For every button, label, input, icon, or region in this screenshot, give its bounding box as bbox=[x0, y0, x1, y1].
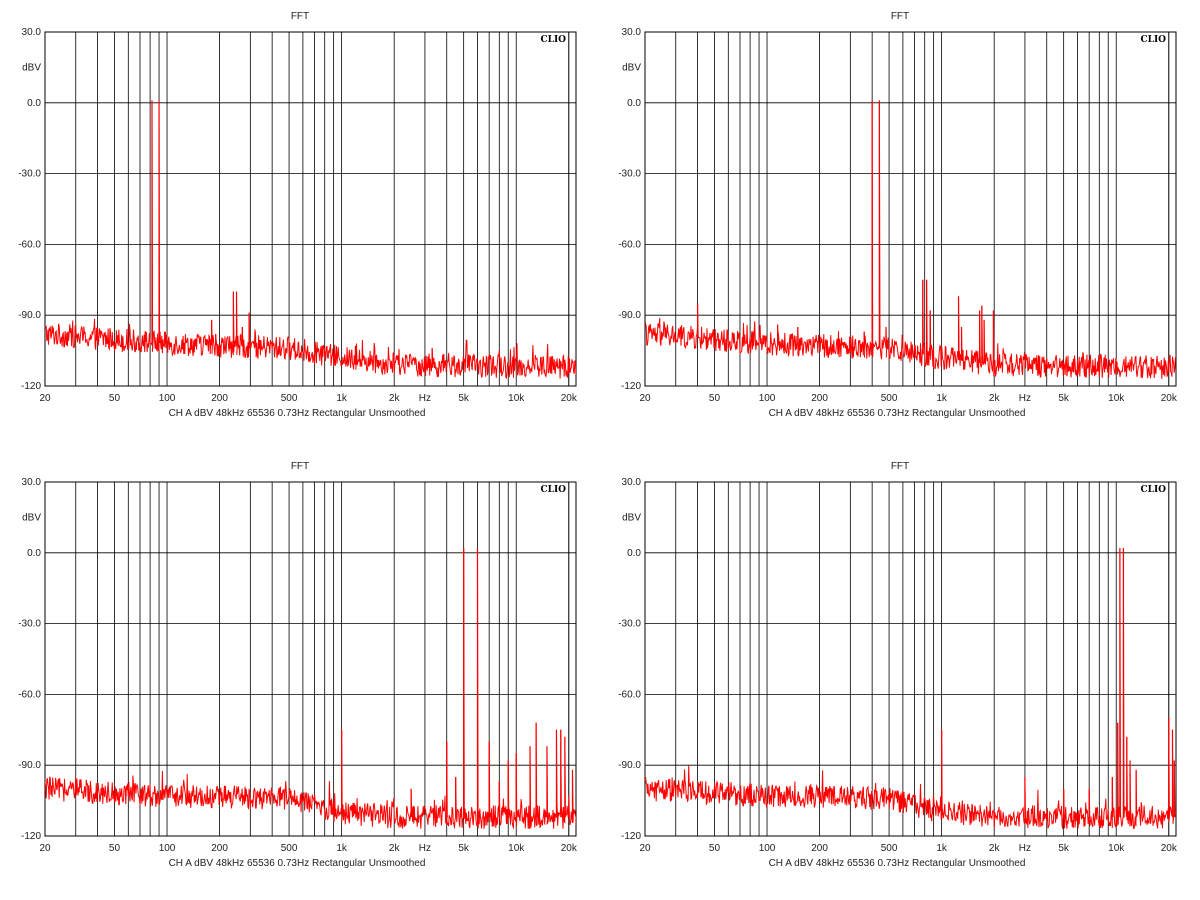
fft-trace bbox=[45, 548, 576, 830]
plot-frame bbox=[44, 481, 577, 837]
clio-logo: CLIO bbox=[1140, 485, 1166, 495]
x-tick-label: 2k bbox=[389, 393, 401, 404]
fft-chart-1: FFT 30.0 0.0 -30.0 -60.0 -90.0 -120 dBV 20 50 100 2… bbox=[18, 11, 578, 419]
fft-chart-2: FFT 30.0 0.0 -30.0 -60.0 -90.0 -120 dBV 20 50 100 2… bbox=[618, 11, 1178, 419]
y-tick-label: -90.0 bbox=[618, 760, 641, 771]
y-tick-label: -120 bbox=[621, 831, 641, 842]
y-tick-label: -90.0 bbox=[18, 310, 41, 321]
chart-footer: CH A dBV 48kHz 65536 0.73Hz Rectangular … bbox=[169, 408, 426, 419]
y-tick-label: -30.0 bbox=[18, 169, 41, 180]
x-tick-label: Hz bbox=[1019, 843, 1031, 854]
y-tick-label: -30.0 bbox=[618, 619, 641, 630]
x-tick-label: 500 bbox=[281, 843, 298, 854]
y-tick-label: -120 bbox=[21, 381, 41, 392]
x-tick-label: 10k bbox=[1108, 843, 1125, 854]
x-tick-label: 2k bbox=[389, 843, 401, 854]
y-tick-label: -60.0 bbox=[18, 239, 41, 250]
chart-title: FFT bbox=[291, 11, 309, 22]
y-tick-label: 0.0 bbox=[27, 98, 41, 109]
y-tick-label: -60.0 bbox=[618, 239, 641, 250]
y-tick-label: -30.0 bbox=[618, 169, 641, 180]
x-tick-label: 5k bbox=[458, 843, 470, 854]
x-tick-label: 50 bbox=[709, 393, 721, 404]
x-tick-label: 200 bbox=[211, 393, 228, 404]
x-tick-label: 1k bbox=[936, 393, 948, 404]
clio-logo: CLIO bbox=[1140, 35, 1166, 45]
y-axis-label: dBV bbox=[622, 62, 641, 73]
x-tick-label: 20 bbox=[39, 393, 51, 404]
y-tick-label: 0.0 bbox=[27, 548, 41, 559]
y-tick-label: -60.0 bbox=[618, 689, 641, 700]
x-tick-label: 5k bbox=[458, 393, 470, 404]
x-tick-label: 50 bbox=[109, 393, 121, 404]
y-tick-label: -120 bbox=[621, 381, 641, 392]
x-tick-label: 20 bbox=[639, 393, 651, 404]
fft-trace bbox=[645, 100, 1176, 379]
x-tick-label: 20k bbox=[561, 393, 578, 404]
y-tick-label: 30.0 bbox=[622, 27, 642, 38]
chart-title: FFT bbox=[891, 11, 909, 22]
x-tick-label: 50 bbox=[709, 843, 721, 854]
y-tick-label: 30.0 bbox=[22, 477, 42, 488]
x-tick-label: 10k bbox=[1108, 393, 1125, 404]
y-tick-label: -30.0 bbox=[18, 619, 41, 630]
y-tick-label: -120 bbox=[21, 831, 41, 842]
x-tick-label: 5k bbox=[1058, 843, 1070, 854]
chart-title: FFT bbox=[891, 461, 909, 472]
y-axis-label: dBV bbox=[22, 62, 41, 73]
y-tick-label: -60.0 bbox=[18, 689, 41, 700]
x-tick-label: 500 bbox=[881, 393, 898, 404]
x-tick-label: 100 bbox=[159, 843, 176, 854]
clio-logo: CLIO bbox=[540, 485, 566, 495]
y-tick-label: -90.0 bbox=[618, 310, 641, 321]
chart-footer: CH A dBV 48kHz 65536 0.73Hz Rectangular … bbox=[769, 408, 1026, 419]
x-tick-label: 50 bbox=[109, 843, 121, 854]
x-tick-label: 2k bbox=[989, 393, 1001, 404]
y-axis-label: dBV bbox=[622, 512, 641, 523]
x-tick-label: 1k bbox=[336, 843, 348, 854]
x-tick-label: 10k bbox=[508, 393, 525, 404]
plot-frame bbox=[44, 31, 577, 387]
x-tick-label: 100 bbox=[759, 393, 776, 404]
clio-logo: CLIO bbox=[540, 35, 566, 45]
x-tick-label: 200 bbox=[211, 843, 228, 854]
chart-title: FFT bbox=[291, 461, 309, 472]
x-tick-label: 2k bbox=[989, 843, 1001, 854]
x-tick-label: 200 bbox=[811, 393, 828, 404]
x-tick-label: Hz bbox=[1019, 393, 1031, 404]
chart-footer: CH A dBV 48kHz 65536 0.73Hz Rectangular … bbox=[769, 858, 1026, 869]
x-tick-label: 500 bbox=[881, 843, 898, 854]
x-tick-label: Hz bbox=[419, 843, 431, 854]
fft-chart-4: FFT 30.0 0.0 -30.0 -60.0 -90.0 -120 dBV 20 50 100 2… bbox=[618, 461, 1178, 869]
y-tick-label: 30.0 bbox=[622, 477, 642, 488]
y-axis-label: dBV bbox=[22, 512, 41, 523]
x-tick-label: 100 bbox=[759, 843, 776, 854]
chart-footer: CH A dBV 48kHz 65536 0.73Hz Rectangular … bbox=[169, 858, 426, 869]
fft-trace bbox=[45, 100, 576, 380]
x-tick-label: 5k bbox=[1058, 393, 1070, 404]
x-tick-label: 20 bbox=[39, 843, 51, 854]
y-tick-label: -90.0 bbox=[18, 760, 41, 771]
x-tick-label: Hz bbox=[419, 393, 431, 404]
fft-chart-3: FFT 30.0 0.0 -30.0 -60.0 -90.0 -120 dBV 20 50 100 2… bbox=[18, 461, 578, 869]
x-tick-label: 500 bbox=[281, 393, 298, 404]
x-tick-label: 1k bbox=[936, 843, 948, 854]
x-tick-label: 20k bbox=[1161, 393, 1178, 404]
x-tick-label: 20k bbox=[561, 843, 578, 854]
x-tick-label: 200 bbox=[811, 843, 828, 854]
x-tick-label: 100 bbox=[159, 393, 176, 404]
plot-frame bbox=[644, 31, 1177, 387]
x-tick-label: 1k bbox=[336, 393, 348, 404]
plot-frame bbox=[644, 481, 1177, 837]
y-tick-label: 30.0 bbox=[22, 27, 42, 38]
x-tick-label: 20 bbox=[639, 843, 651, 854]
y-tick-label: 0.0 bbox=[627, 98, 641, 109]
x-tick-label: 10k bbox=[508, 843, 525, 854]
fft-trace bbox=[645, 548, 1176, 829]
y-tick-label: 0.0 bbox=[627, 548, 641, 559]
x-tick-label: 20k bbox=[1161, 843, 1178, 854]
